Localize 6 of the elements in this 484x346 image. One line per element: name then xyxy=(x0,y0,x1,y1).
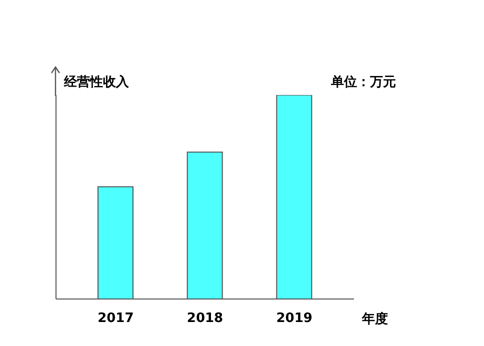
y-axis-title: 经营性收入 xyxy=(64,74,129,91)
x-tick-label: 2018 xyxy=(186,311,224,326)
x-axis-title: 年度 xyxy=(362,310,388,328)
x-tick-label: 2019 xyxy=(276,311,312,326)
x-tick-label: 2017 xyxy=(98,311,134,326)
text: 单位：万元 xyxy=(331,74,396,91)
